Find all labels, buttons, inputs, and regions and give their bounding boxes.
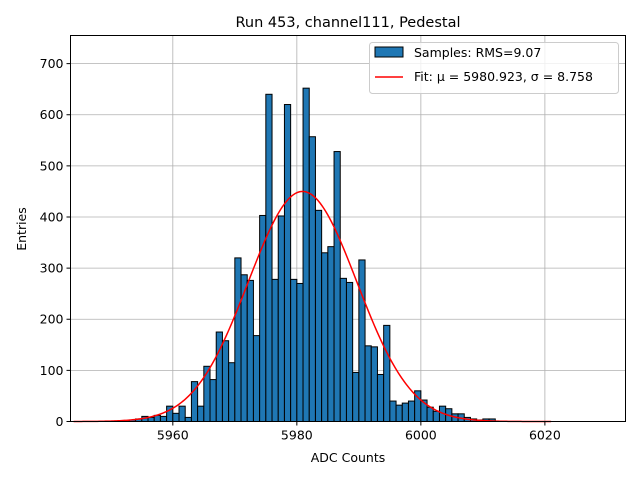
grid-layer	[70, 35, 626, 422]
fit-curve-line	[73, 190, 552, 423]
histogram-bar	[426, 406, 434, 422]
histogram-bar	[352, 371, 360, 423]
histogram-bar	[234, 257, 242, 422]
histogram-bar	[283, 104, 292, 422]
histogram-bar	[383, 324, 391, 423]
histogram-bar	[296, 282, 304, 422]
histogram-bar	[184, 416, 192, 423]
histogram-bar	[271, 278, 279, 423]
plot-area-frame	[70, 35, 626, 422]
histogram-bar	[333, 151, 341, 422]
histogram-bar	[345, 281, 354, 422]
x-tick-label: 6000	[405, 428, 437, 443]
histogram-bar	[339, 277, 347, 422]
histogram-bar	[401, 402, 409, 422]
histogram-bar	[159, 415, 168, 423]
y-tick-label: 700	[40, 56, 64, 71]
y-tick-label: 100	[40, 363, 64, 378]
legend-box	[369, 42, 619, 94]
x-axis-label: ADC Counts	[311, 450, 386, 465]
histogram-bar	[228, 362, 236, 422]
histogram-bar	[178, 405, 186, 423]
histogram-bar	[432, 410, 440, 423]
histogram-bar	[358, 259, 366, 422]
y-tick-label: 500	[40, 158, 64, 173]
histogram-bar	[221, 340, 230, 422]
x-tick-label: 6020	[529, 428, 561, 443]
histogram-bar	[197, 405, 205, 423]
histogram-bar	[407, 400, 416, 423]
legend-fit-label: Fit: μ = 5980.923, σ = 8.758	[414, 69, 593, 84]
y-tick-label: 0	[56, 414, 64, 429]
histogram-bars	[116, 87, 502, 423]
histogram-bar	[308, 136, 316, 423]
histogram-bar	[246, 279, 254, 422]
x-tick-label: 5960	[157, 428, 189, 443]
y-axis-label: Entries	[14, 207, 29, 251]
histogram-bar	[364, 345, 372, 422]
legend-histogram-label: Samples: RMS=9.07	[414, 45, 541, 60]
histogram-bar	[327, 246, 335, 422]
y-tick-label: 400	[40, 209, 64, 224]
histogram-bar	[172, 412, 180, 422]
histogram-bar	[302, 87, 310, 422]
histogram-bar	[395, 404, 403, 423]
axis-ticks: 5960 5980 6000 6020 0 100 200 300 400 500 600 700	[40, 56, 561, 442]
histogram-bar	[203, 365, 211, 423]
y-tick-label: 300	[40, 261, 64, 276]
y-tick-label: 600	[40, 107, 64, 122]
histogram-bar	[321, 252, 329, 422]
histogram-bar	[376, 373, 385, 422]
histogram-bar	[277, 215, 285, 422]
histogram-bar	[314, 209, 323, 422]
legend: Samples: RMS=9.07 Fit: μ = 5980.923, σ =…	[369, 42, 619, 94]
y-tick-label: 200	[40, 312, 64, 327]
histogram-bar	[209, 379, 217, 422]
x-tick-label: 5980	[281, 428, 313, 443]
histogram-bar	[265, 93, 273, 422]
histogram-bar	[252, 335, 261, 422]
histogram-bar	[290, 278, 298, 423]
legend-histogram-swatch	[374, 46, 404, 58]
histogram-bar	[370, 346, 378, 422]
histogram-bar	[389, 400, 397, 423]
chart-title: Run 453, channel111, Pedestal	[235, 15, 460, 31]
